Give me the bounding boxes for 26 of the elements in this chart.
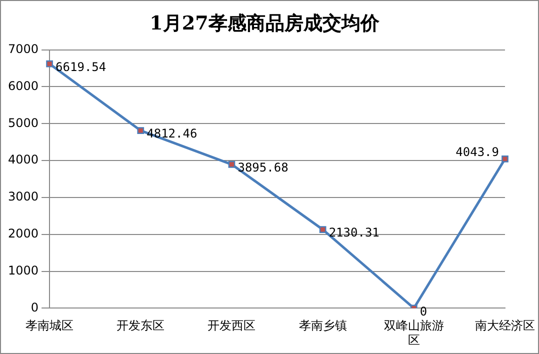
- data-label: 6619.54: [56, 60, 106, 74]
- point: [319, 226, 326, 233]
- y-tick-label: 5000: [8, 116, 39, 130]
- data-label: 4812.46: [146, 126, 198, 141]
- data-label: 0: [420, 304, 428, 318]
- y-tick-label: 4000: [8, 152, 39, 167]
- point: [46, 60, 53, 68]
- x-tick-label: 孝南乡镇: [298, 318, 347, 333]
- y-tick-label: 7000: [8, 42, 39, 56]
- point: [228, 160, 236, 168]
- data-label: 3895.68: [238, 160, 288, 175]
- x-tick-label: 南大经济区: [475, 318, 535, 333]
- chart-title: 1月27孝感商品房成交均价: [150, 12, 380, 34]
- x-tick-label: 双峰山旅游区: [384, 318, 444, 347]
- x-tick-label: 开发西区: [208, 318, 256, 333]
- point: [502, 155, 508, 162]
- y-tick-label: 1000: [8, 263, 39, 278]
- point: [137, 127, 144, 134]
- x-tick-label: 孝南城区: [26, 318, 74, 333]
- y-tick-label: 0: [30, 300, 39, 314]
- data-label: 4043.9: [456, 145, 499, 160]
- y-tick-label: 6000: [8, 78, 39, 93]
- data-label: 2130.31: [328, 226, 380, 240]
- y-tick-label: 3000: [8, 190, 39, 204]
- y-tick-label: 2000: [8, 226, 39, 240]
- x-tick-label: 开发东区: [116, 318, 165, 333]
